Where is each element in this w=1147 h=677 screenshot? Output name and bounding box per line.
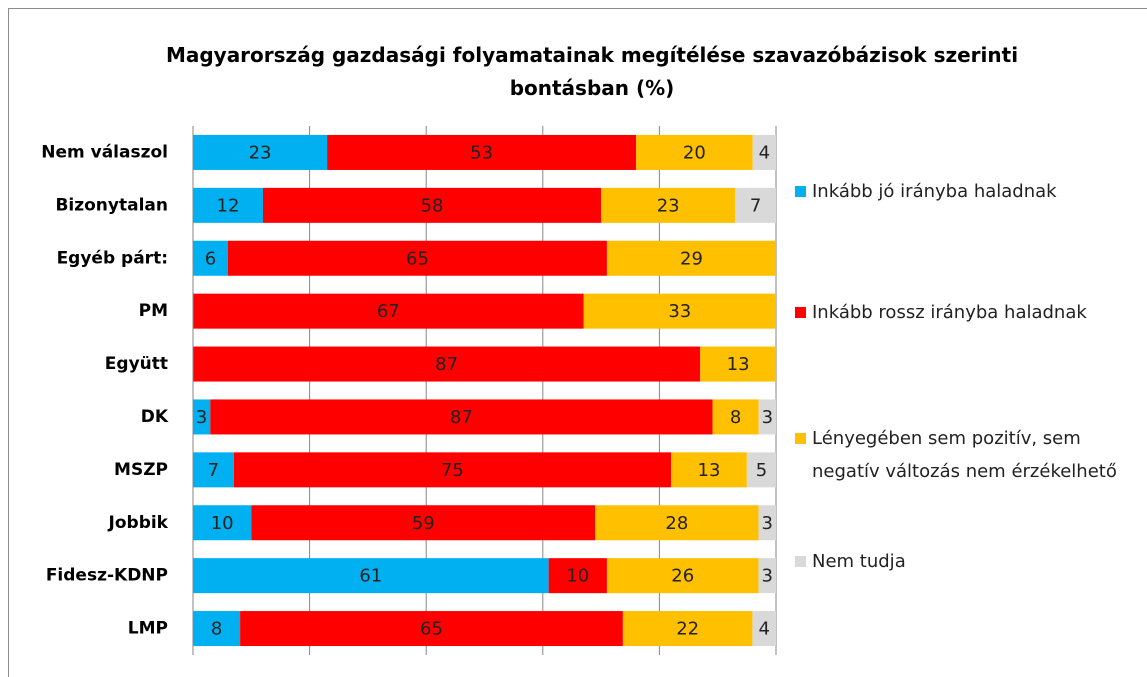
data-label: 7 bbox=[208, 460, 219, 481]
legend-label: Nem tudja bbox=[812, 551, 906, 572]
data-label: 8 bbox=[211, 619, 222, 640]
bar-segment bbox=[636, 134, 753, 170]
bar-segment bbox=[548, 558, 607, 594]
category-label: Bizonytalan bbox=[55, 195, 168, 215]
bar-segment bbox=[758, 558, 776, 594]
bar-segment bbox=[193, 399, 211, 435]
category-label: Együtt bbox=[105, 354, 168, 374]
legend-swatch bbox=[795, 186, 806, 197]
category-label: Nem válaszol bbox=[41, 142, 168, 162]
legend-item: Inkább jó irányba haladnak bbox=[795, 175, 1135, 208]
bar-segment bbox=[193, 187, 263, 223]
data-label: 6 bbox=[205, 248, 216, 269]
bar-segment bbox=[758, 505, 776, 541]
legend-label: Inkább rossz irányba haladnak bbox=[812, 302, 1087, 323]
data-label: 23 bbox=[249, 142, 272, 163]
bar-segment bbox=[193, 505, 252, 541]
data-label: 20 bbox=[683, 142, 706, 163]
bar-segment bbox=[193, 452, 234, 488]
data-label: 29 bbox=[680, 248, 703, 269]
bar-segment bbox=[752, 134, 776, 170]
data-label: 67 bbox=[377, 301, 400, 322]
category-label: Jobbik bbox=[108, 513, 169, 533]
bar-segment bbox=[735, 187, 776, 223]
legend-swatch bbox=[795, 307, 806, 318]
bar-segment bbox=[262, 187, 602, 223]
data-label: 5 bbox=[756, 460, 767, 481]
bar-segment bbox=[606, 558, 759, 594]
bar-segment bbox=[752, 611, 776, 647]
bar-segment bbox=[671, 452, 747, 488]
bar-segment bbox=[327, 134, 637, 170]
bar-segment bbox=[622, 611, 753, 647]
data-label: 26 bbox=[671, 566, 694, 587]
data-label: 3 bbox=[196, 407, 207, 428]
bar-segment bbox=[601, 187, 736, 223]
data-label: 3 bbox=[762, 566, 773, 587]
category-label: Fidesz-KDNP bbox=[46, 566, 168, 586]
bar-segment bbox=[233, 452, 672, 488]
legend-swatch bbox=[795, 556, 806, 567]
data-label: 65 bbox=[406, 248, 429, 269]
data-label: 58 bbox=[421, 195, 444, 216]
data-label: 10 bbox=[211, 513, 234, 534]
category-label: DK bbox=[141, 407, 169, 427]
data-label: 12 bbox=[217, 195, 240, 216]
data-label: 33 bbox=[668, 301, 691, 322]
data-label: 3 bbox=[762, 407, 773, 428]
data-label: 75 bbox=[441, 460, 464, 481]
bar-segment bbox=[583, 293, 776, 329]
legend-swatch bbox=[795, 433, 806, 444]
data-label: 7 bbox=[750, 195, 761, 216]
data-label: 10 bbox=[566, 566, 589, 587]
bar-segment bbox=[193, 558, 549, 594]
data-label: 13 bbox=[698, 460, 721, 481]
bar-segment bbox=[595, 505, 759, 541]
category-label: MSZP bbox=[114, 460, 168, 480]
bar-segment bbox=[193, 346, 701, 382]
data-label: 61 bbox=[359, 566, 382, 587]
category-label: LMP bbox=[128, 619, 168, 639]
data-label: 4 bbox=[758, 619, 769, 640]
bar-segment bbox=[193, 611, 241, 647]
bar-segment bbox=[210, 399, 713, 435]
data-label: 65 bbox=[420, 619, 443, 640]
bar-segment bbox=[240, 611, 623, 647]
bar-segment bbox=[193, 240, 228, 276]
legend-item: Lényegében sem pozitív, sem negatív vált… bbox=[795, 422, 1135, 488]
category-label: Egyéb párt: bbox=[57, 248, 168, 268]
data-label: 3 bbox=[762, 513, 773, 534]
data-label: 22 bbox=[676, 619, 699, 640]
bar-segment bbox=[251, 505, 596, 541]
data-label: 87 bbox=[450, 407, 473, 428]
data-label: 13 bbox=[727, 354, 750, 375]
legend-label: Lényegében sem pozitív, sem negatív vált… bbox=[812, 428, 1117, 482]
bar-segment bbox=[193, 134, 328, 170]
legend-item: Inkább rossz irányba haladnak bbox=[795, 296, 1135, 329]
data-label: 28 bbox=[665, 513, 688, 534]
data-label: 59 bbox=[412, 513, 435, 534]
legend-item: Nem tudja bbox=[795, 545, 1135, 578]
chart-border bbox=[8, 8, 1147, 677]
bar-segment bbox=[746, 452, 776, 488]
chart-title: Magyarország gazdasági folyamatainak meg… bbox=[166, 43, 1018, 100]
data-label: 4 bbox=[759, 142, 770, 163]
bar-segment bbox=[193, 293, 584, 329]
bar-segment bbox=[227, 240, 607, 276]
data-label: 8 bbox=[730, 407, 741, 428]
bar-segment bbox=[758, 399, 776, 435]
category-label: PM bbox=[139, 301, 168, 321]
bar-segment bbox=[700, 346, 776, 382]
data-label: 23 bbox=[657, 195, 680, 216]
legend-label: Inkább jó irányba haladnak bbox=[812, 181, 1057, 202]
bar-segment bbox=[712, 399, 759, 435]
bar-segment bbox=[606, 240, 776, 276]
data-label: 87 bbox=[435, 354, 458, 375]
data-label: 53 bbox=[470, 142, 493, 163]
